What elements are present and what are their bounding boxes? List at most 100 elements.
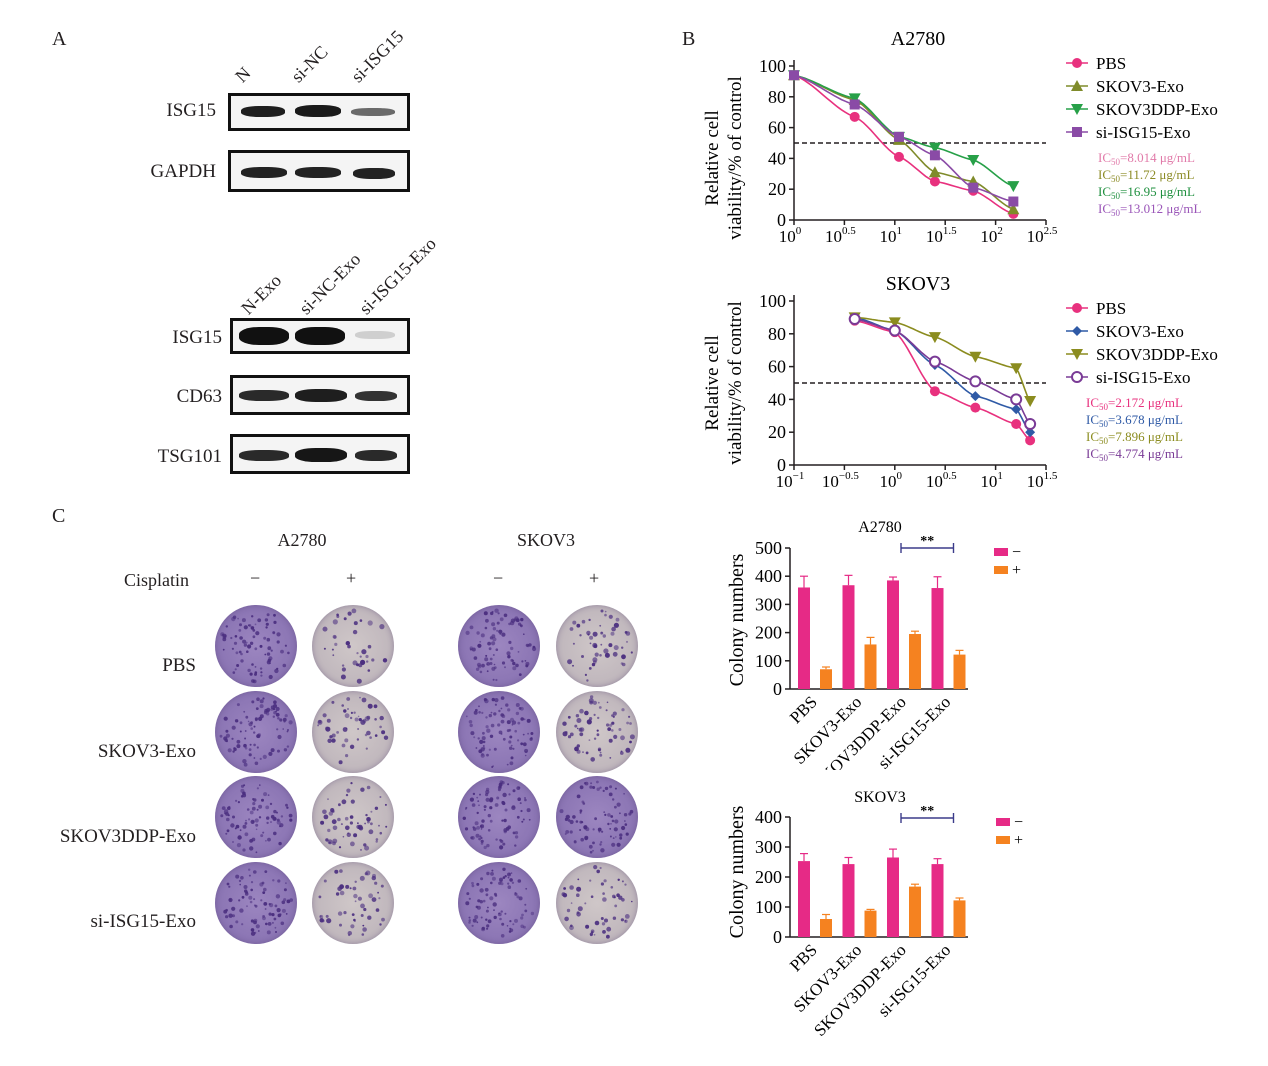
group-title: A2780	[277, 530, 327, 550]
data-point	[893, 131, 904, 142]
ic50-annotation: IC50=11.72 μg/mL	[1098, 167, 1195, 184]
data-point	[928, 142, 941, 154]
legend-item: SKOV3-Exo	[1066, 322, 1184, 341]
data-point	[967, 154, 980, 166]
treatment-sign: +	[589, 568, 600, 588]
treatment-sign: −	[250, 568, 261, 588]
legend-label: +	[1012, 562, 1021, 579]
blot-row-label: GAPDH	[150, 161, 216, 182]
chart-title: SKOV3	[854, 789, 906, 806]
y-tick-label: 100	[755, 897, 782, 917]
x-tick-label: 100.5	[926, 470, 957, 491]
y-tick-label: 300	[755, 594, 782, 614]
legend-label: −	[1012, 544, 1021, 561]
ic50-annotation: IC50=7.896 μg/mL	[1086, 429, 1183, 446]
legend-item: SKOV3DDP-Exo	[1066, 100, 1218, 119]
legend-label: PBS	[1096, 54, 1126, 73]
bar	[931, 588, 944, 689]
x-tick-label: 101.5	[1027, 470, 1058, 491]
axes: 0 20 40 60 80 100 100 100.5 101 101.5 102 102.5	[759, 56, 1058, 246]
data-point	[1007, 203, 1020, 215]
y-tick-label: 500	[755, 538, 782, 558]
chart-a2780-colonies: A2780 Colony numbers 0 100 200 300 400 500 PBS…	[726, 519, 1021, 770]
ic50-annotation: IC50=13.012 μg/mL	[1098, 201, 1202, 218]
colony-plate-image	[556, 691, 638, 773]
y-tick-label: 0	[773, 927, 782, 947]
y-tick-label: 100	[759, 56, 786, 76]
x-tick-label: 102.5	[1027, 225, 1058, 246]
data-point	[848, 93, 861, 105]
lane-label: si-NC	[287, 41, 332, 87]
data-point	[929, 176, 940, 187]
blot-strip	[230, 434, 410, 474]
ic50-annotation: IC50=2.172 μg/mL	[1086, 395, 1183, 412]
legend-swatch-marker	[1072, 326, 1082, 336]
legend-item: si-ISG15-Exo	[1066, 123, 1190, 142]
bar	[864, 910, 877, 937]
y-tick-label: 20	[768, 422, 786, 442]
y-tick-label: 0	[777, 210, 786, 230]
y-tick-label: 200	[755, 867, 782, 887]
colony-plate-image	[215, 605, 297, 687]
bar	[909, 886, 921, 937]
series-si-isg15-exo	[848, 313, 1037, 430]
legend-swatch	[996, 836, 1010, 844]
row-label: PBS	[162, 655, 196, 676]
blot-strip	[228, 150, 410, 192]
y-tick-label: 20	[768, 179, 786, 199]
chart-a2780-viability: A2780 Relative cell viability/% of contr…	[702, 28, 1218, 246]
colony-plate-image	[312, 776, 394, 858]
bar	[820, 669, 832, 689]
colony-plate-image	[312, 605, 394, 687]
x-tick-label: 10−0.5	[822, 470, 859, 491]
panel-label-c: C	[52, 505, 66, 527]
data-point	[1024, 396, 1037, 408]
y-tick-label: 0	[777, 455, 786, 475]
data-point	[888, 324, 901, 337]
y-axis-label-line2: viability/% of control	[725, 301, 746, 465]
legend-label: −	[1014, 814, 1023, 831]
y-tick-label: 0	[773, 679, 782, 699]
series-line	[854, 318, 1031, 425]
colony-plate-image	[458, 776, 540, 858]
lane-label: si-NC-Exo	[295, 248, 365, 319]
legend-swatch-marker	[1071, 104, 1083, 115]
legend-item: PBS	[1066, 299, 1126, 318]
significance-marker: **	[920, 804, 934, 819]
lane-label: N	[231, 62, 255, 87]
ic50-annotation: IC50=8.014 μg/mL	[1098, 150, 1195, 167]
colony-plate-image	[458, 691, 540, 773]
y-tick-label: 60	[768, 357, 786, 377]
blot-row-label: CD63	[176, 386, 222, 407]
legend-swatch-marker	[1072, 127, 1082, 137]
ic50-annotation: IC50=16.95 μg/mL	[1098, 184, 1195, 201]
bar	[798, 861, 810, 937]
y-axis-label: Colony numbers	[726, 805, 748, 938]
legend-label: si-ISG15-Exo	[1096, 368, 1190, 387]
series-skov3-exo	[849, 312, 1036, 438]
lane-label: N-Exo	[237, 270, 286, 319]
y-tick-label: 40	[768, 148, 786, 168]
data-point	[789, 70, 799, 81]
legend-swatch	[994, 548, 1008, 556]
row-label: SKOV3-Exo	[97, 741, 196, 762]
legend-item: si-ISG15-Exo	[1066, 368, 1190, 387]
legend-swatch	[994, 566, 1008, 574]
series-line	[854, 319, 1031, 441]
bar	[820, 919, 832, 937]
data-point	[1025, 427, 1036, 438]
y-tick-label: 100	[759, 291, 786, 311]
series-si-isg15-exo	[789, 70, 1019, 207]
series-line	[854, 316, 1031, 433]
data-point	[928, 355, 941, 368]
row-label: si-ISG15-Exo	[90, 911, 196, 932]
legend-label: SKOV3-Exo	[1096, 322, 1184, 341]
bar	[887, 580, 899, 689]
colony-plate-image	[458, 605, 540, 687]
legend-item: PBS	[1066, 54, 1126, 73]
y-tick-label: 400	[755, 566, 782, 586]
legend-label: +	[1014, 832, 1023, 849]
y-tick-label: 40	[768, 389, 786, 409]
group-title: SKOV3	[516, 530, 575, 550]
treatment-label: Cisplatin	[124, 570, 190, 590]
